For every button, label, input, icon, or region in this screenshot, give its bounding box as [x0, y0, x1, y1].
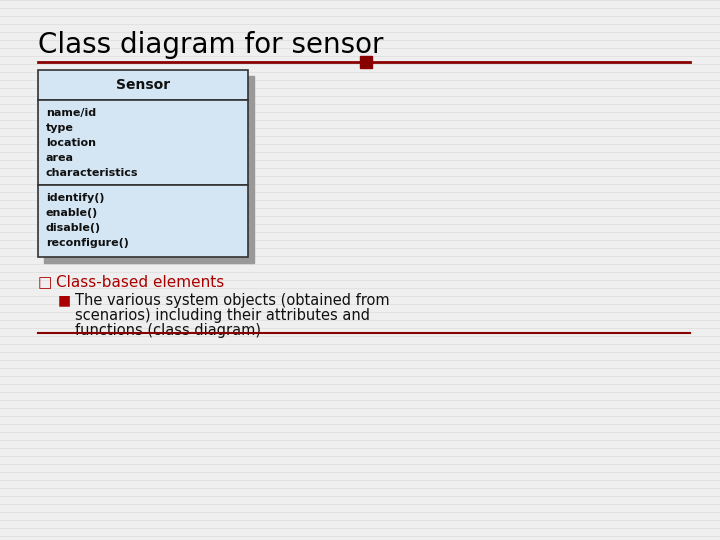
Bar [360, 56, 372, 68]
Text: reconfigure(): reconfigure() [46, 238, 129, 248]
Text: enable(): enable() [46, 208, 98, 218]
Text: name/id: name/id [46, 108, 96, 118]
Text: disable(): disable() [46, 223, 101, 233]
Text: area: area [46, 153, 74, 163]
Bar [44, 76, 254, 263]
Text: identify(): identify() [46, 193, 104, 203]
Text: scenarios) including their attributes and: scenarios) including their attributes an… [75, 308, 370, 323]
Text: type: type [46, 123, 74, 133]
Text: ■: ■ [58, 293, 71, 307]
Text: Class-based elements: Class-based elements [56, 275, 224, 290]
Text: location: location [46, 138, 96, 148]
Text: Sensor: Sensor [116, 78, 170, 92]
Text: functions (class diagram): functions (class diagram) [75, 323, 261, 338]
Bar [38, 185, 248, 257]
Text: Class diagram for sensor: Class diagram for sensor [38, 31, 384, 59]
Bar [38, 100, 248, 185]
Text: □: □ [38, 275, 53, 290]
Bar [38, 70, 248, 100]
Text: The various system objects (obtained from: The various system objects (obtained fro… [75, 293, 390, 308]
Text: characteristics: characteristics [46, 168, 138, 178]
